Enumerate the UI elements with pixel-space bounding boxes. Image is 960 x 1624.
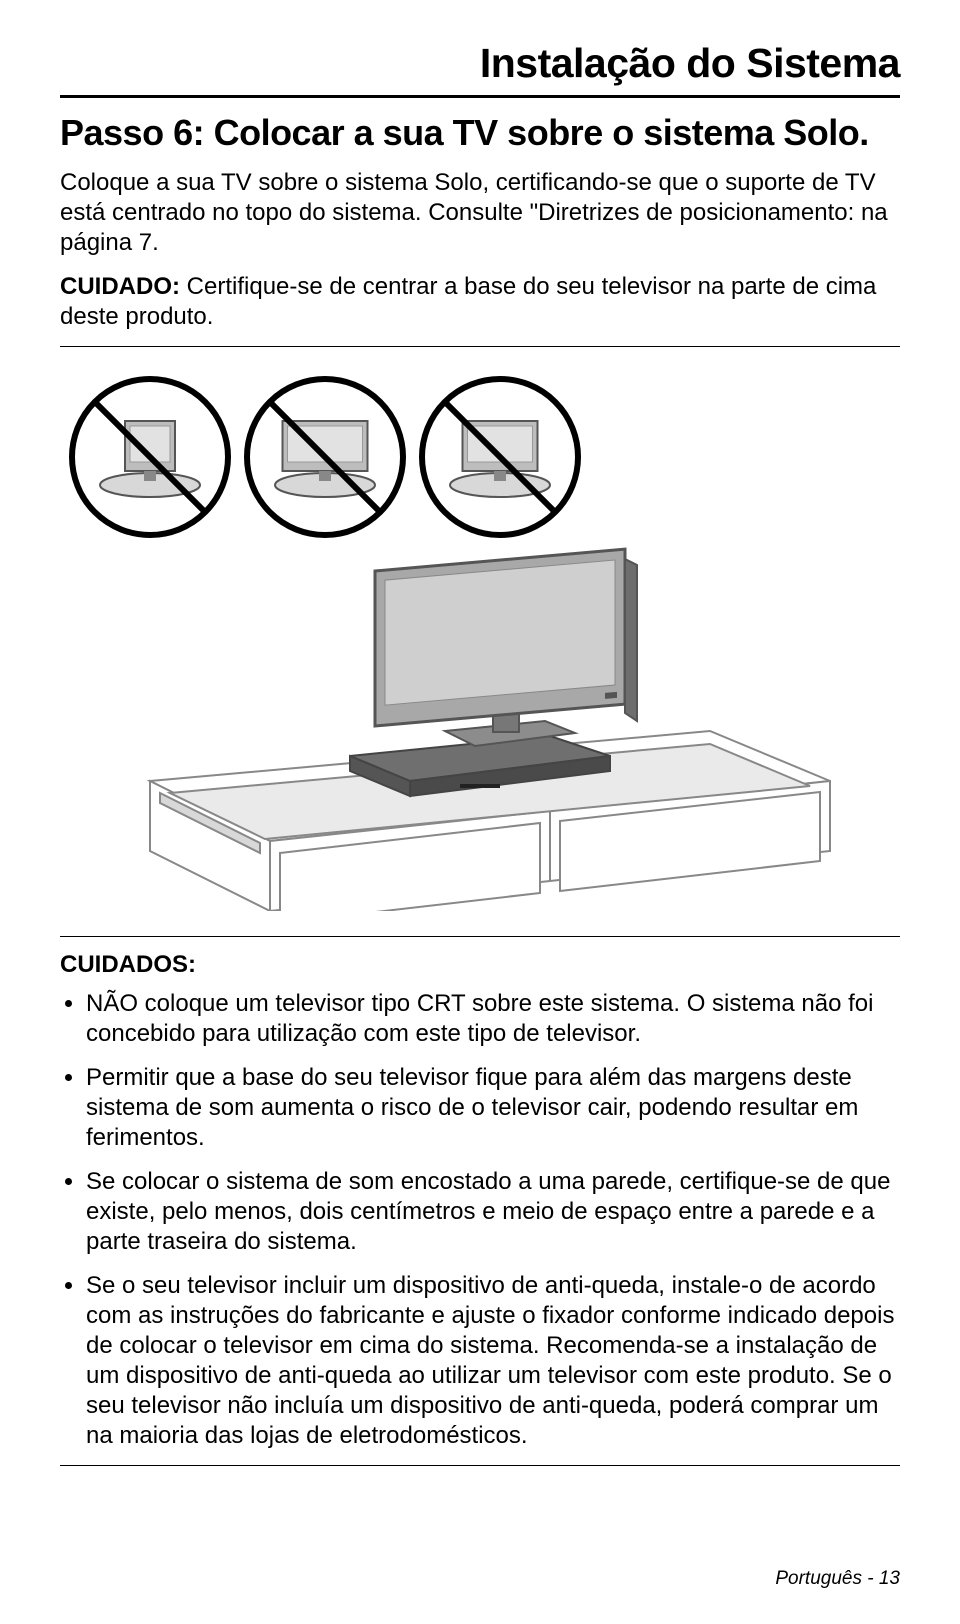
intro-text: Coloque a sua TV sobre o sistema Solo, c… [60, 168, 900, 258]
cuidados-title: CUIDADOS: [60, 951, 900, 979]
caution-body: Certifique-se de centrar a base do seu t… [60, 273, 876, 330]
list-item: Se colocar o sistema de som encostado a … [86, 1167, 900, 1257]
divider-thin-2 [60, 936, 900, 937]
step-title: Passo 6: Colocar a sua TV sobre o sistem… [60, 112, 900, 154]
caution-text: CUIDADO: Certifique-se de centrar a base… [60, 272, 900, 332]
list-item: Permitir que a base do seu televisor fiq… [86, 1063, 900, 1153]
installation-diagram [60, 371, 900, 911]
figure-area [60, 371, 900, 916]
cuidados-list: NÃO coloque um televisor tipo CRT sobre … [60, 989, 900, 1451]
caution-label: CUIDADO: [60, 273, 180, 300]
divider-thin-3 [60, 1465, 900, 1466]
list-item: Se o seu televisor incluir um dispositiv… [86, 1271, 900, 1451]
divider-thick [60, 95, 900, 98]
divider-thin-1 [60, 346, 900, 347]
page-header-title: Instalação do Sistema [60, 40, 900, 87]
list-item: NÃO coloque um televisor tipo CRT sobre … [86, 989, 900, 1049]
page-footer: Português - 13 [775, 1568, 900, 1590]
